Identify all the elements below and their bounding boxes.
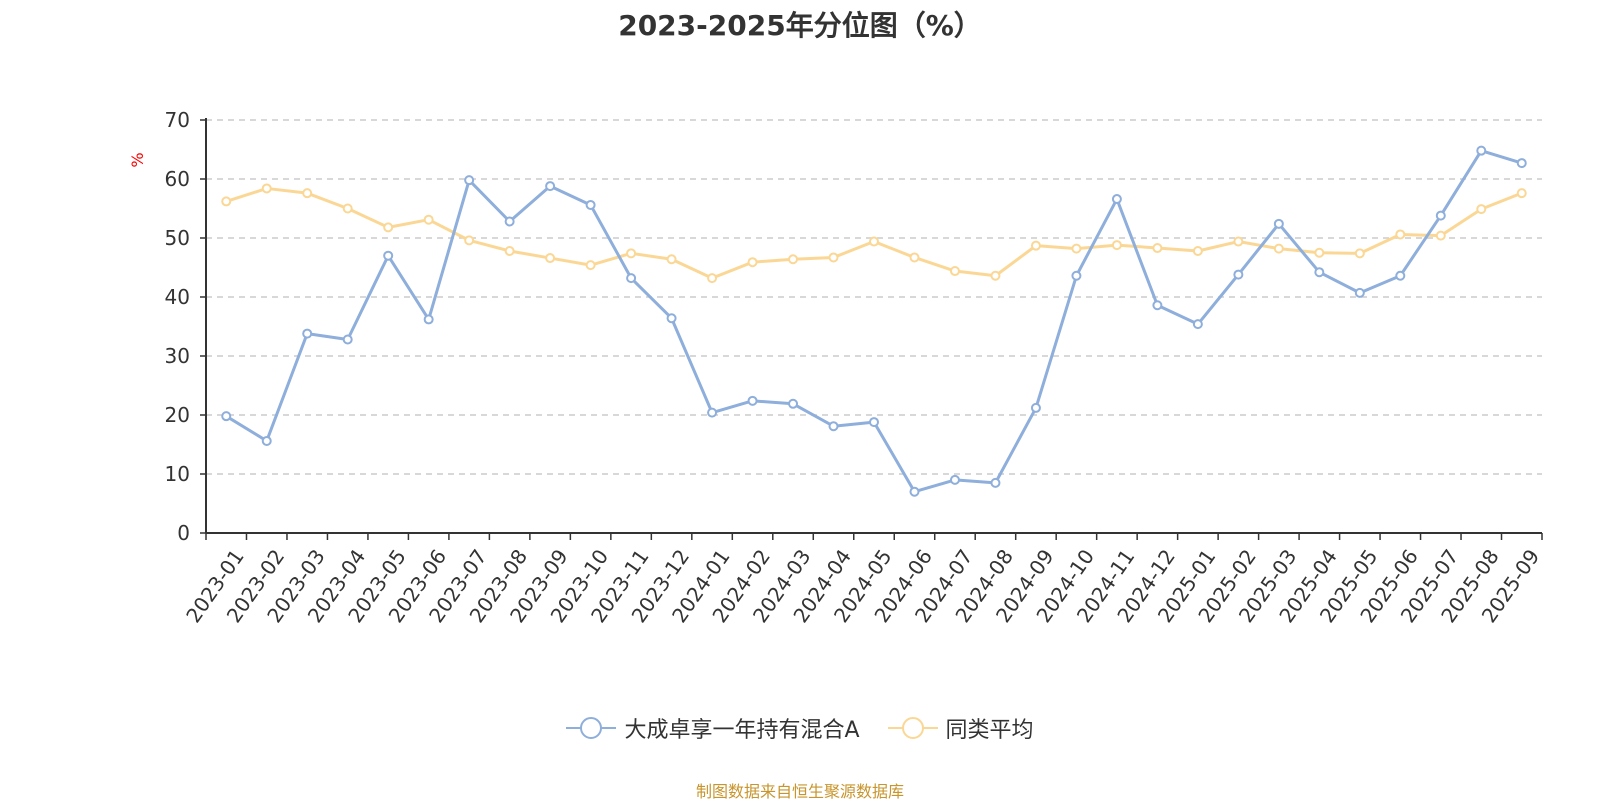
data-point[interactable] [1354,248,1365,259]
data-point[interactable] [869,417,879,428]
y-axis-label: % [128,152,147,167]
data-point[interactable] [302,188,313,199]
data-point[interactable] [1111,240,1122,251]
data-point[interactable] [990,270,1001,281]
data-point[interactable] [909,486,920,497]
data-point[interactable] [342,334,353,345]
data-point[interactable] [1273,243,1284,254]
series-line [225,186,1523,280]
y-tick-label: 0 [177,521,190,545]
data-point[interactable] [1030,240,1041,251]
data-point[interactable] [261,183,272,194]
data-point[interactable] [1152,243,1163,254]
data-point[interactable] [545,253,556,264]
grid-lines [206,119,1542,475]
data-point[interactable] [1395,270,1406,281]
data-point[interactable] [1071,270,1082,281]
data-point[interactable] [869,236,879,247]
legend-label-average: 同类平均 [945,718,1034,743]
legend-line-circle-icon [566,717,617,739]
y-tick-label: 20 [165,403,190,427]
source-note: 制图数据来自恒生聚源数据库 [695,782,904,801]
series [221,145,1527,497]
axes [200,118,1543,540]
legend-item-average[interactable]: 同类平均 [887,712,1034,744]
data-point[interactable] [909,252,920,263]
data-point[interactable] [1476,204,1487,215]
data-point[interactable] [545,181,556,192]
data-point[interactable] [1233,269,1244,280]
data-point[interactable] [1435,210,1446,221]
data-point[interactable] [221,411,232,422]
data-point[interactable] [221,196,232,207]
data-point[interactable] [1395,229,1406,240]
y-tick-label: 30 [165,344,190,368]
data-point[interactable] [585,260,596,271]
legend: 大成卓享一年持有混合A 同类平均 [0,712,1600,744]
legend-label-fund: 大成卓享一年持有混合A [624,718,860,743]
data-point[interactable] [302,328,313,339]
data-point[interactable] [1476,145,1487,156]
data-point[interactable] [707,273,718,284]
data-point[interactable] [423,314,434,325]
data-point[interactable] [788,398,799,409]
data-point[interactable] [747,257,758,268]
data-point[interactable] [1233,236,1244,247]
data-point[interactable] [949,474,960,485]
data-point[interactable] [1354,287,1365,298]
data-point[interactable] [626,273,637,284]
data-point[interactable] [1192,245,1203,256]
data-point[interactable] [261,435,272,446]
data-point[interactable] [1111,194,1122,205]
data-point[interactable] [1314,267,1325,278]
data-point[interactable] [747,395,758,406]
data-point[interactable] [464,175,475,186]
series-0 [221,145,1527,497]
data-point[interactable] [707,407,718,418]
data-point[interactable] [788,254,799,265]
data-point[interactable] [828,421,839,432]
x-tick-labels: 2023-012023-022023-032023-042023-052023-… [181,545,1544,627]
y-tick-label: 70 [165,108,190,132]
data-point[interactable] [383,250,394,261]
y-tick-label: 40 [165,285,190,309]
data-point[interactable] [1516,188,1527,199]
data-point[interactable] [504,245,515,256]
data-point[interactable] [1273,218,1284,229]
data-point[interactable] [1030,402,1041,413]
data-point[interactable] [464,235,475,246]
data-point[interactable] [990,477,1001,488]
data-point[interactable] [1435,230,1446,241]
y-tick-label: 50 [165,226,190,250]
data-point[interactable] [626,248,637,259]
y-tick-label: 10 [165,462,190,486]
data-point[interactable] [828,252,839,263]
series-line [225,149,1523,494]
data-point[interactable] [383,222,394,233]
legend-item-fund[interactable]: 大成卓享一年持有混合A [566,712,860,744]
data-point[interactable] [342,203,353,214]
data-point[interactable] [949,266,960,277]
data-point[interactable] [666,313,677,324]
data-point[interactable] [1192,319,1203,330]
data-point[interactable] [1071,243,1082,254]
data-point[interactable] [504,216,515,227]
y-tick-label: 60 [165,167,190,191]
data-point[interactable] [1152,300,1163,311]
chart-title: 2023-2025年分位图（%） [618,9,982,42]
data-point[interactable] [585,199,596,210]
data-point[interactable] [1314,247,1325,258]
data-point[interactable] [666,254,677,265]
y-tick-labels: 0 10 20 30 40 50 60 70 [165,108,190,545]
series-1 [221,183,1527,284]
legend-line-circle-icon [887,717,938,739]
data-point[interactable] [1516,158,1527,169]
data-point[interactable] [423,214,434,225]
